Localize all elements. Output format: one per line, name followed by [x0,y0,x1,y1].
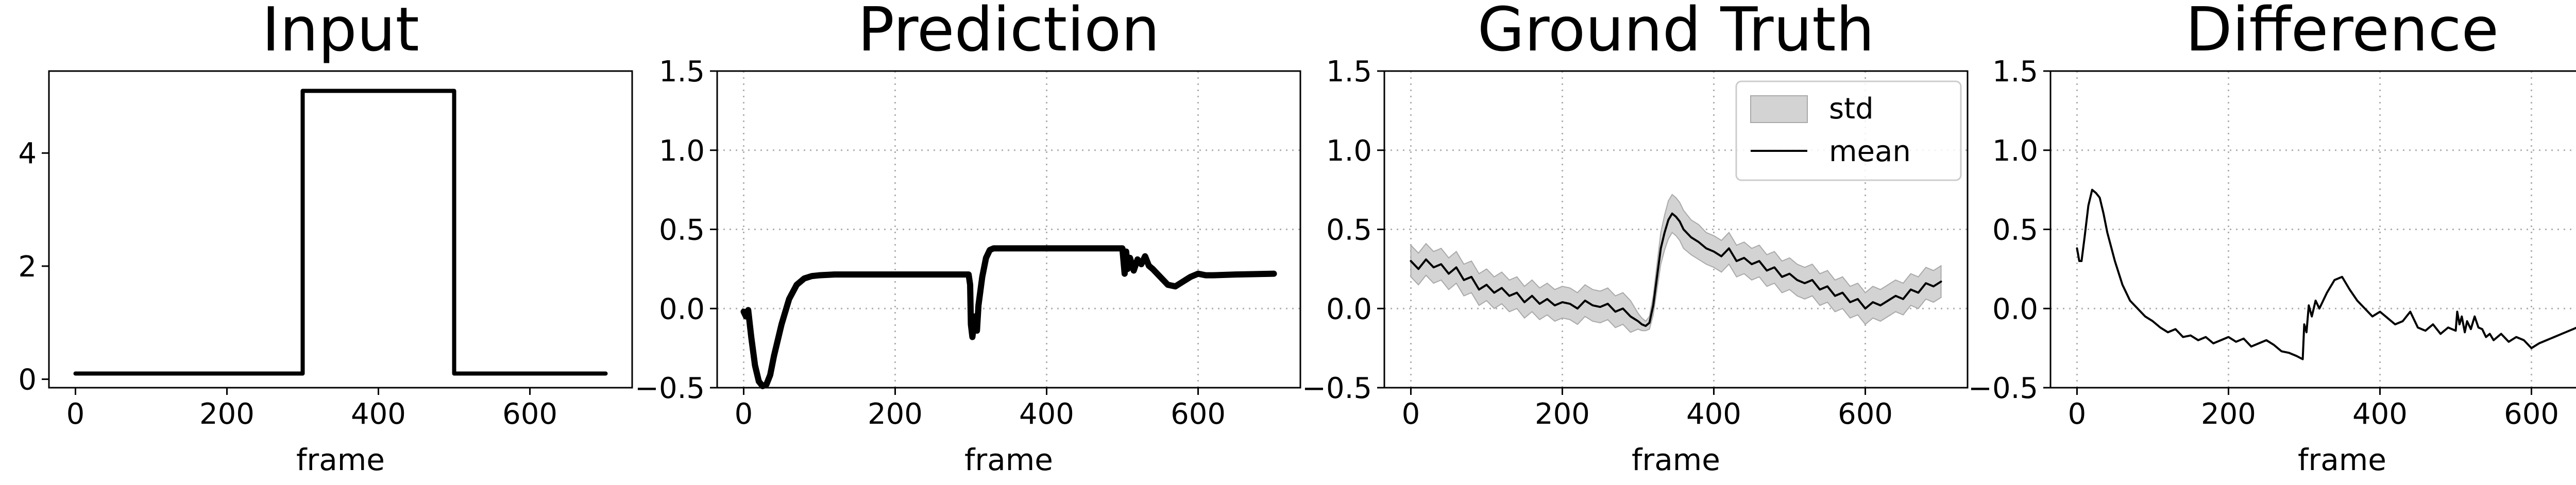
x-tick-label: 200 [2201,397,2256,431]
x-tick-label: 600 [1838,397,1893,431]
std-band [1411,195,1941,333]
x-tick-label: 200 [1535,397,1590,431]
y-tick-label: 1.0 [1992,134,2038,168]
y-tick-label: 1.0 [1326,134,1372,168]
y-tick-label: −0.5 [1302,372,1372,405]
panel-3: Difference 0 200 400 600 −0.5 0.0 0.5 1.0 1.5 fram… [1968,0,2576,477]
x-tick-label: 0 [735,397,753,431]
y-tick-label: 0.5 [1326,214,1372,247]
series-line [75,91,605,373]
y-tick-label: 0.0 [659,292,705,326]
series-line [743,248,1274,386]
legend: std mean [1736,81,1961,180]
x-tick-label: 0 [1402,397,1420,431]
y-tick-label: −0.5 [635,372,705,405]
series-line [2077,190,2576,359]
axes-frame [49,71,632,388]
panel-title: Prediction [858,0,1160,65]
panel-title: Ground Truth [1478,0,1875,65]
x-axis-label: frame [2298,442,2386,477]
y-tick-label: 0.5 [1992,214,2038,247]
panel-0: Input 0 200 400 600 0 2 4 frame [18,0,632,477]
y-tick-label: 4 [18,137,37,170]
x-tick-label: 400 [1686,397,1741,431]
panel-2: Ground Truth 0 200 400 600 −0.5 0.0 0.5 1.0 1.5 fr… [1302,0,1968,477]
y-tick-label: 0.0 [1992,292,2038,326]
x-tick-label: 0 [2068,397,2087,431]
x-tick-label: 400 [2352,397,2408,431]
x-tick-label: 600 [502,397,557,431]
x-axis-label: frame [1632,442,1720,477]
legend-swatch-std [1751,96,1807,123]
y-tick-label: −0.5 [1968,372,2038,405]
panel-title: Difference [2185,0,2499,65]
legend-label-std: std [1829,92,1874,126]
y-tick-label: 1.0 [659,134,705,168]
panel-title: Input [262,0,419,65]
y-tick-label: 1.5 [1326,55,1372,89]
x-tick-label: 600 [2504,397,2559,431]
x-tick-label: 200 [199,397,255,431]
y-tick-label: 1.5 [659,55,705,89]
x-tick-label: 400 [1019,397,1074,431]
x-tick-label: 200 [868,397,923,431]
y-tick-label: 0.0 [1326,292,1372,326]
x-axis-label: frame [296,442,385,477]
panel-1: Prediction 0 200 400 600 −0.5 0.0 0.5 1.0 1.5 fram… [635,0,1300,477]
legend-label-mean: mean [1829,135,1911,168]
y-tick-label: 0.5 [659,214,705,247]
y-tick-label: 0 [18,363,37,397]
x-tick-label: 400 [351,397,406,431]
x-tick-label: 0 [66,397,85,431]
x-axis-label: frame [964,442,1053,477]
x-tick-label: 600 [1171,397,1226,431]
y-tick-label: 1.5 [1992,55,2038,89]
y-tick-label: 2 [18,250,37,284]
